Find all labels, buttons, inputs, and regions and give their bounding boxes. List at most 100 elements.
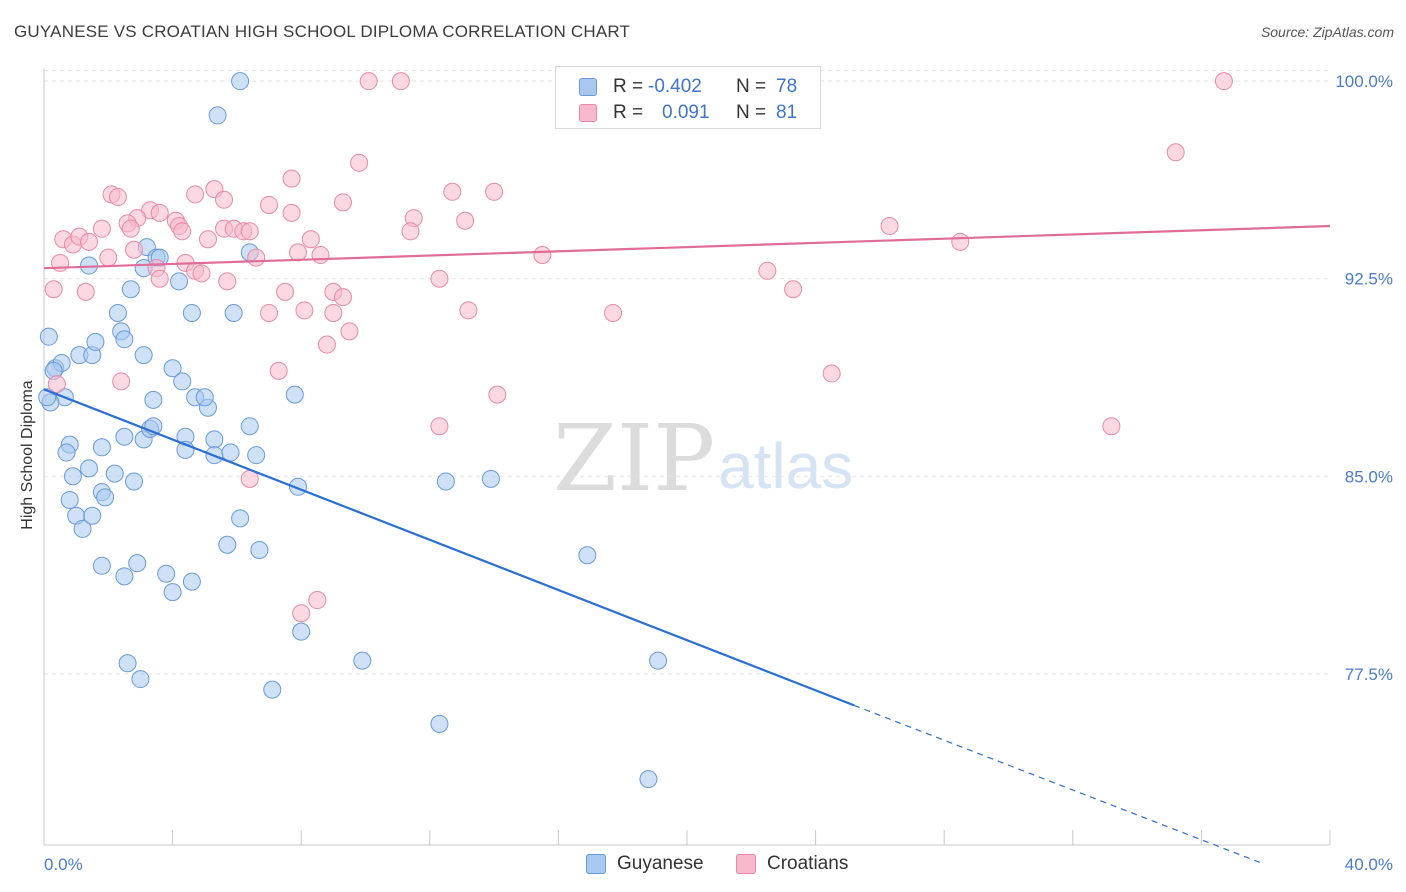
x-tick-label-max: 40.0% <box>1345 855 1393 874</box>
guyanese-point <box>430 714 449 733</box>
croatians-point <box>173 222 192 241</box>
guyanese-point <box>221 443 240 462</box>
croatians-point <box>247 248 266 267</box>
guyanese-point <box>163 359 182 378</box>
guyanese-point <box>240 417 259 436</box>
n-label: N = <box>736 102 767 123</box>
guyanese-point <box>218 535 237 554</box>
guyanese-point <box>92 556 111 575</box>
croatians-point <box>880 217 899 236</box>
n-label: N = <box>736 76 767 97</box>
croatians-point <box>533 246 552 265</box>
guyanese-point <box>86 332 105 351</box>
r-value-guyanese: -0.402 <box>648 76 702 97</box>
guyanese-point <box>263 680 282 699</box>
croatians-point <box>784 280 803 299</box>
legend-label-guyanese: Guyanese <box>617 853 704 874</box>
guyanese-point <box>121 280 140 299</box>
guyanese-point <box>353 651 372 670</box>
croatians-point <box>350 153 369 172</box>
croatians-point <box>292 604 311 623</box>
r-label: R = <box>613 102 644 123</box>
guyanese-point <box>92 438 111 457</box>
legend-row-guyanese: R = -0.402 N = 78 <box>556 74 820 100</box>
croatians-point <box>443 182 462 201</box>
croatians-point <box>401 222 420 241</box>
croatians-point <box>150 269 169 288</box>
n-value-guyanese: 78 <box>776 76 798 97</box>
guyanese-point <box>134 346 153 365</box>
croatians-point <box>218 272 237 291</box>
croatians-point <box>192 264 211 283</box>
guyanese-point <box>578 546 597 565</box>
croatians-point <box>391 72 410 91</box>
croatians-point <box>76 282 95 301</box>
croatians-trend-line <box>43 224 1331 270</box>
guyanese-point <box>39 327 58 346</box>
croatians-point <box>485 182 504 201</box>
guyanese-point <box>96 488 115 507</box>
croatians-point <box>80 232 99 251</box>
guyanese-point <box>73 519 92 538</box>
correlation-legend: R = -0.402 N = 78 R = 0.091 N = 81 <box>555 66 821 129</box>
croatians-point <box>276 282 295 301</box>
croatians-point <box>150 203 169 222</box>
croatians-point <box>282 203 301 222</box>
guyanese-swatch <box>586 854 606 874</box>
croatians-point <box>459 301 478 320</box>
r-label: R = <box>613 76 644 97</box>
guyanese-point <box>60 490 79 509</box>
guyanese-point <box>250 541 269 560</box>
guyanese-swatch <box>579 78 597 96</box>
croatians-point <box>47 375 66 394</box>
croatians-swatch <box>736 854 756 874</box>
guyanese-point <box>639 770 658 789</box>
croatians-point <box>1102 417 1121 436</box>
croatians-point <box>260 303 279 322</box>
croatians-point <box>456 211 475 230</box>
guyanese-point <box>115 427 134 446</box>
croatians-point <box>1214 72 1233 91</box>
guyanese-point <box>481 469 500 488</box>
croatians-point <box>215 190 234 209</box>
guyanese-point <box>436 472 455 491</box>
guyanese-point <box>115 567 134 586</box>
chart-title: GUYANESE VS CROATIAN HIGH SCHOOL DIPLOMA… <box>14 22 631 41</box>
croatians-point <box>324 303 343 322</box>
croatians-point <box>198 230 217 249</box>
croatians-point <box>112 372 131 391</box>
croatians-point <box>758 261 777 280</box>
guyanese-point <box>285 385 304 404</box>
guyanese-point <box>182 303 201 322</box>
legend-row-croatians: R = 0.091 N = 81 <box>556 100 820 126</box>
guyanese-point <box>182 572 201 591</box>
croatians-point <box>333 288 352 307</box>
guyanese-point <box>292 622 311 641</box>
data-points <box>38 72 1233 789</box>
watermark-zip: ZIP <box>553 405 715 512</box>
gridlines <box>44 70 1330 675</box>
axes <box>43 68 1331 846</box>
guyanese-point <box>170 272 189 291</box>
guyanese-point <box>125 472 144 491</box>
croatians-point <box>269 361 288 380</box>
croatians-point <box>1166 143 1185 162</box>
croatians-point <box>317 335 336 354</box>
croatians-point <box>430 269 449 288</box>
guyanese-point <box>108 303 127 322</box>
croatians-point <box>301 230 320 249</box>
y-tick-label: 77.5% <box>1345 665 1393 684</box>
guyanese-point <box>115 330 134 349</box>
croatians-point <box>125 240 144 259</box>
guyanese-trend-line <box>43 388 855 707</box>
watermark-atlas: atlas <box>718 430 853 502</box>
croatians-point <box>288 243 307 262</box>
croatians-point <box>333 193 352 212</box>
croatians-point <box>488 385 507 404</box>
croatians-point <box>430 417 449 436</box>
croatians-point <box>951 232 970 251</box>
guyanese-point <box>231 509 250 528</box>
croatians-point <box>99 248 118 267</box>
tick-labels: 77.5% 85.0% 92.5% 100.0% 0.0% 40.0% <box>44 72 1393 874</box>
